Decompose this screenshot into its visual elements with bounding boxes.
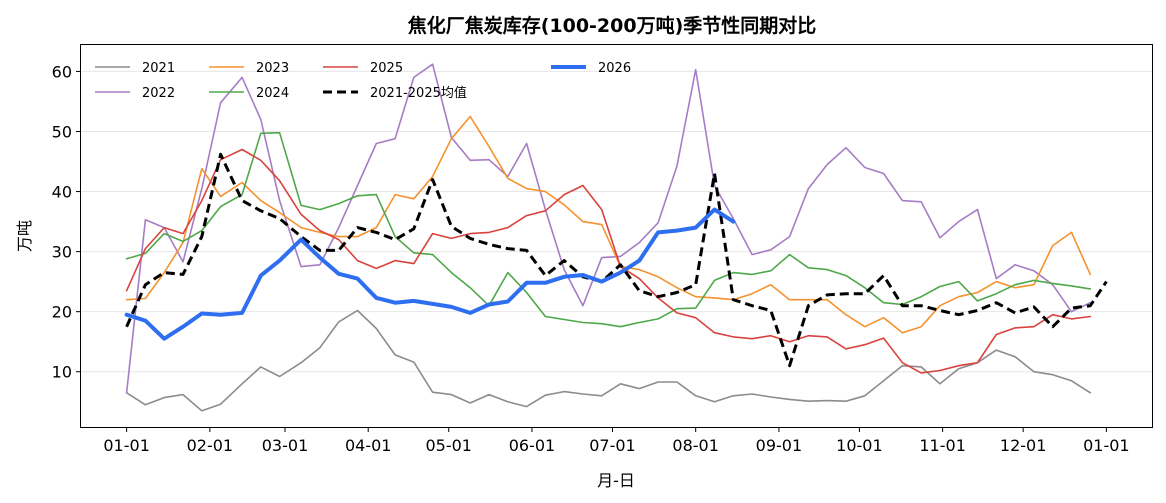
- series-line-1: [125, 63, 1092, 394]
- legend-label-3: 2024: [256, 86, 289, 101]
- y-tick-label-0: 10: [52, 363, 72, 382]
- legend-label-1: 2022: [142, 86, 175, 101]
- x-tick-label-9: 10-01: [836, 436, 883, 455]
- plot-frame: [80, 44, 1153, 428]
- legend-label-6: 2026: [598, 61, 631, 76]
- x-tick-label-6: 07-01: [589, 436, 636, 455]
- x-tick-label-2: 03-01: [262, 436, 309, 455]
- series-line-0: [125, 309, 1092, 412]
- series-line-4: [125, 148, 1092, 374]
- x-tick-label-12: 01-01: [1083, 436, 1130, 455]
- series-line-6: [124, 207, 736, 341]
- x-axis-ticks: 01-01 02-01 03-01 04-01 05-01 06-01 07-01 08-01…: [103, 427, 1130, 455]
- x-axis-label: 月-日: [597, 471, 635, 490]
- legend: 2021 2022 2023 2024 2025 2021-2025均值 2026: [95, 61, 631, 101]
- x-tick-label-10: 11-01: [919, 436, 966, 455]
- y-axis-ticks: 10 20 30 40 50 60: [52, 62, 81, 382]
- series-lines: [124, 63, 1108, 412]
- y-tick-label-2: 30: [52, 243, 72, 262]
- x-tick-label-1: 02-01: [187, 436, 234, 455]
- grid-lines: [81, 70, 1152, 373]
- y-tick-label-5: 60: [52, 62, 72, 81]
- y-tick-label-3: 40: [52, 183, 72, 202]
- chart-title: 焦化厂焦炭库存(100-200万吨)季节性同期对比: [407, 14, 817, 37]
- series-line-2: [125, 115, 1092, 334]
- series-line-3: [125, 131, 1092, 328]
- legend-label-2: 2023: [256, 61, 289, 76]
- x-tick-label-7: 08-01: [672, 436, 719, 455]
- legend-label-0: 2021: [142, 61, 175, 76]
- series-line-5: [125, 152, 1108, 368]
- x-tick-label-8: 09-01: [756, 436, 803, 455]
- x-tick-label-0: 01-01: [103, 436, 150, 455]
- y-tick-label-4: 50: [52, 122, 72, 141]
- x-tick-label-5: 06-01: [509, 436, 556, 455]
- x-tick-label-4: 05-01: [425, 436, 472, 455]
- legend-label-5: 2021-2025均值: [370, 85, 467, 101]
- x-tick-label-3: 04-01: [345, 436, 392, 455]
- y-tick-label-1: 20: [52, 303, 72, 322]
- x-tick-label-11: 12-01: [1000, 436, 1047, 455]
- legend-label-4: 2025: [370, 61, 403, 76]
- y-axis-label: 万吨: [15, 220, 34, 252]
